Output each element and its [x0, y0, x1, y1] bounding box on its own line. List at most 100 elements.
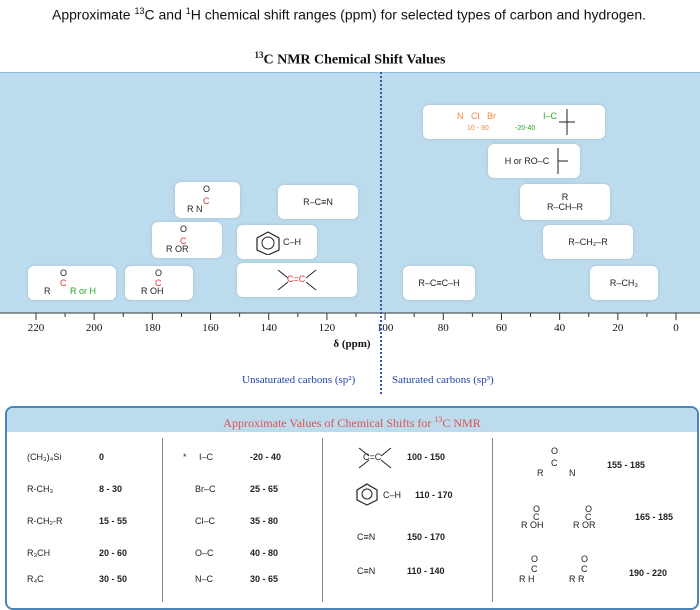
intro-sup: 13	[134, 6, 145, 16]
quaternary-carbon-icon	[559, 109, 575, 135]
ether-carbon-icon	[557, 148, 568, 174]
unsaturated-label: Unsaturated carbons (sp²)	[242, 374, 356, 386]
axis-tick-label: 180	[144, 322, 161, 334]
benzene-ring-icon	[256, 231, 280, 255]
ether-box: H or RO–C	[488, 144, 580, 178]
ester-o: O	[585, 504, 593, 514]
table-cell-label: R-CH₂-R	[27, 516, 63, 526]
alkene-icon	[358, 447, 392, 469]
methyl-label: R–CH₃	[609, 278, 639, 288]
table-cell-label: O–C	[195, 548, 214, 558]
table-cell-value: 40 - 80	[250, 548, 279, 558]
nitrile-label: R–C≡N	[303, 197, 333, 207]
axis-tick-label: 20	[612, 322, 624, 334]
ester-o: O	[180, 224, 188, 234]
halide-n: N	[457, 111, 464, 121]
column-divider	[162, 438, 163, 602]
acid-o: O	[533, 504, 541, 514]
table-cell-label: R R	[569, 574, 585, 584]
title-text: C NMR Chemical Shift Values	[263, 52, 446, 68]
table-title: Approximate Values of Chemical Shifts fo…	[7, 408, 697, 432]
title-sup: 13	[254, 50, 264, 60]
table-cell-value: 35 - 80	[250, 516, 279, 526]
iodo-label: I–C	[543, 111, 558, 121]
table-cell-label: R	[537, 468, 544, 478]
methylene-label: R–CH₂–R	[568, 237, 608, 247]
table-title-sup: 13	[434, 415, 443, 424]
acid-c: C	[533, 512, 540, 522]
column-divider	[322, 438, 323, 602]
table-cell-label: R OH	[521, 520, 544, 530]
table-cell-value: 110 - 170	[415, 490, 453, 500]
intro-part: C and	[144, 6, 186, 23]
intro-sup: 1	[185, 6, 191, 16]
shift-table: Approximate Values of Chemical Shifts fo…	[5, 406, 699, 610]
amide-c: C	[203, 196, 210, 206]
table-cell-value: 30 - 50	[99, 574, 128, 584]
acid-box: O C R OH	[125, 266, 193, 300]
diagram-title: 13C NMR Chemical Shift Values	[0, 50, 700, 69]
nitrile-box: R–C≡N	[278, 185, 358, 219]
table-cell-value: 110 - 140	[407, 566, 445, 576]
table-cell-label: C≡N	[357, 566, 376, 576]
acid-o: O	[155, 268, 163, 278]
table-title-part: C NMR	[442, 416, 481, 430]
halide-br: Br	[487, 111, 497, 121]
table-cell-value: 100 - 150	[407, 452, 446, 462]
amide-o: O	[203, 184, 211, 194]
methylene-box: R–CH₂–R	[543, 225, 633, 259]
column-divider	[492, 438, 493, 602]
table-cell-value: 20 - 60	[99, 548, 128, 558]
phenyl-label: C–H	[282, 237, 301, 247]
table-cell-label: I–C	[199, 452, 214, 462]
ester-box: O C R OR	[152, 222, 222, 258]
table-cell-label: C≡N	[357, 532, 376, 542]
iodo-range: -20-40	[515, 125, 536, 132]
halide-box: N Cl Br 10 - 90 I–C -20-40	[423, 105, 605, 139]
alkene-icon	[277, 269, 317, 291]
alkyne-box: R–C≡C–H	[403, 266, 475, 300]
amide-box: O C R N	[175, 182, 240, 218]
table-cell-value: 8 - 30	[99, 484, 123, 494]
saturated-label: Saturated carbons (sp³)	[392, 374, 494, 386]
ester-label: R OR	[166, 244, 189, 254]
table-cell-label: (CH₃)₄Si	[27, 452, 62, 462]
aldehyde-c: C	[531, 564, 538, 574]
intro-part: Approximate	[52, 6, 135, 23]
aldehyde-rh: R or H	[70, 286, 97, 296]
table-cell-label: R OR	[573, 520, 596, 530]
table-cell-label: R₃CH	[27, 548, 51, 558]
table-cell-label: C=C	[363, 452, 382, 462]
aldehyde-box: O C R R or H	[28, 266, 116, 300]
acid-c: C	[155, 278, 162, 288]
table-cell-label: N	[569, 468, 576, 478]
amide-c: C	[551, 458, 558, 468]
table-cell-value: 190 - 220	[629, 568, 668, 578]
table-cell-label: R-CH₃	[27, 484, 54, 494]
axis-tick-label: 120	[318, 322, 336, 334]
table-cell-label: Br–C	[195, 484, 216, 494]
ester-c: C	[585, 512, 592, 522]
halide-cl: Cl	[471, 111, 480, 121]
benzene-ring-icon	[356, 483, 378, 506]
aldehyde-c: C	[60, 278, 67, 288]
alkene-label: C=C	[287, 274, 306, 284]
phenyl-box: C–H	[237, 225, 317, 259]
axis-tick-label: 220	[27, 322, 45, 334]
axis-tick-label: 160	[202, 322, 219, 334]
ketone-o: O	[581, 554, 589, 564]
axis-tick-label: 60	[495, 322, 507, 334]
table-title-part: Approximate Values of Chemical Shifts fo…	[223, 416, 435, 430]
methine-top: R	[561, 192, 569, 202]
aldehyde-r: R	[44, 286, 51, 296]
table-cell-value: 0	[99, 452, 105, 462]
methine-label: R–CH–R	[546, 202, 583, 212]
axis-tick-label: 0	[673, 322, 679, 334]
axis-tick-label: 200	[85, 322, 103, 334]
axis-label: δ (ppm)	[333, 338, 371, 350]
alkene-box: C=C	[237, 263, 357, 297]
table-cell-label: Cl–C	[195, 516, 216, 526]
aldehyde-o: O	[531, 554, 539, 564]
ketone-c: C	[581, 564, 588, 574]
axis-tick-label: 40	[554, 322, 566, 334]
